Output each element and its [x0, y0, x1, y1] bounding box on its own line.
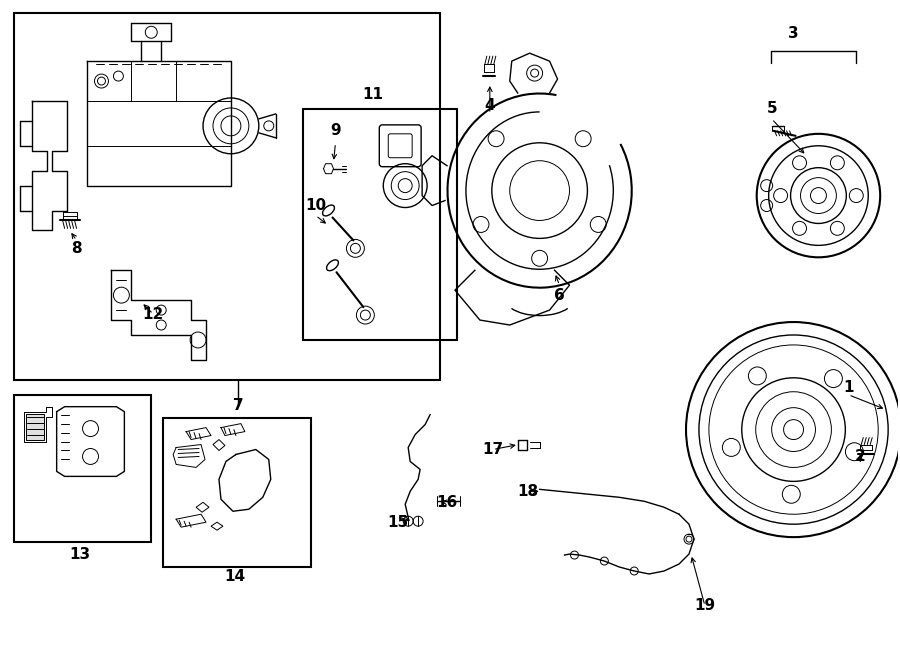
Text: 16: 16	[436, 495, 457, 510]
Text: 7: 7	[232, 398, 243, 413]
Text: 9: 9	[330, 123, 341, 138]
Text: 13: 13	[69, 547, 90, 561]
Text: 14: 14	[224, 569, 246, 585]
Bar	[302, 109, 457, 340]
Bar	[14, 13, 440, 380]
Text: 10: 10	[305, 198, 326, 213]
Text: 2: 2	[855, 449, 866, 464]
Text: 12: 12	[142, 307, 164, 322]
Text: 15: 15	[388, 514, 409, 530]
Text: 11: 11	[362, 87, 382, 103]
Text: 4: 4	[484, 99, 495, 113]
Bar	[163, 418, 310, 567]
Text: 5: 5	[766, 101, 777, 117]
Bar	[14, 395, 151, 542]
Text: 3: 3	[788, 26, 799, 41]
Text: 17: 17	[482, 442, 503, 457]
Text: 18: 18	[518, 484, 538, 499]
Text: 6: 6	[554, 288, 565, 303]
Text: 1: 1	[843, 380, 853, 395]
Bar	[26, 414, 44, 440]
Text: 19: 19	[695, 598, 716, 613]
Text: 8: 8	[71, 241, 82, 256]
